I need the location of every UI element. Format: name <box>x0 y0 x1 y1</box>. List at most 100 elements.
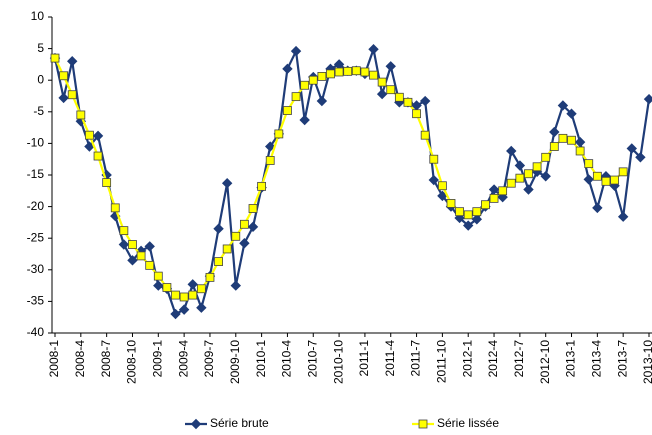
marker <box>420 130 430 140</box>
marker <box>524 169 533 179</box>
y-tick-label: 10 <box>31 9 45 23</box>
marker <box>231 231 241 241</box>
marker <box>515 173 525 183</box>
legend-label: Série brute <box>210 416 269 430</box>
marker <box>205 272 215 282</box>
x-tick-label: 2008-7 <box>99 340 113 378</box>
legend-label: Série lissée <box>437 416 499 430</box>
x-tick-label: 2008-1 <box>47 340 61 378</box>
marker <box>316 95 328 107</box>
x-tick-label: 2009-1 <box>150 340 164 378</box>
marker <box>429 154 439 164</box>
marker <box>514 160 526 171</box>
marker <box>592 171 602 181</box>
marker <box>601 176 611 186</box>
legend-item: Série lissée <box>412 416 499 430</box>
marker <box>377 77 387 87</box>
marker <box>214 257 223 266</box>
y-tick-label: -10 <box>27 136 45 150</box>
x-tick-label: 2012-1 <box>460 340 474 378</box>
y-tick-label: -5 <box>33 104 44 118</box>
marker <box>557 100 569 111</box>
marker <box>190 418 202 430</box>
series-line <box>53 45 651 316</box>
marker <box>376 88 388 100</box>
marker <box>343 66 353 76</box>
marker <box>291 92 301 102</box>
x-tick-label: 2008-4 <box>73 340 87 378</box>
marker <box>50 53 60 63</box>
marker <box>188 290 198 300</box>
marker <box>394 92 404 102</box>
x-tick-label: 2009-10 <box>228 340 242 384</box>
marker <box>446 199 456 208</box>
marker <box>230 280 241 291</box>
series <box>49 44 652 320</box>
marker <box>351 66 361 76</box>
marker <box>213 223 224 234</box>
marker <box>385 61 396 72</box>
marker <box>118 239 130 250</box>
x-tick-label: 2011-7 <box>409 340 423 377</box>
marker <box>386 85 396 95</box>
x-tick-label: 2010-10 <box>331 340 345 384</box>
marker <box>59 71 69 81</box>
marker <box>308 75 318 85</box>
marker <box>265 156 275 165</box>
marker <box>282 63 293 75</box>
marker <box>583 174 594 185</box>
x-tick-label: 2010-7 <box>305 340 319 378</box>
marker <box>145 260 155 270</box>
marker <box>610 175 619 185</box>
x-tick-label: 2013-10 <box>641 340 652 384</box>
marker <box>463 220 474 231</box>
marker <box>549 142 559 151</box>
marker <box>67 90 77 100</box>
marker <box>317 72 327 81</box>
marker <box>162 283 172 292</box>
marker <box>92 130 104 142</box>
marker <box>299 114 310 126</box>
marker <box>67 56 78 67</box>
x-tick-label: 2013-1 <box>564 340 578 378</box>
x-tick-label: 2008-10 <box>125 340 139 384</box>
marker <box>643 93 652 105</box>
y-tick-label: -40 <box>27 325 45 339</box>
marker <box>360 67 370 77</box>
marker <box>144 241 155 252</box>
marker <box>403 97 413 107</box>
marker <box>274 129 284 139</box>
marker <box>584 159 594 169</box>
x-tick-label: 2009-4 <box>176 340 190 378</box>
marker <box>239 219 249 229</box>
marker <box>110 203 120 213</box>
marker <box>567 135 576 145</box>
marker <box>566 108 577 119</box>
marker <box>574 136 586 148</box>
marker <box>128 240 137 249</box>
marker <box>221 178 233 189</box>
marker <box>523 184 534 195</box>
x-tick-label: 2010-4 <box>280 340 294 378</box>
marker <box>369 70 378 80</box>
x-tick-label: 2009-7 <box>202 340 216 378</box>
x-tick-label: 2011-1 <box>357 340 371 377</box>
marker <box>248 204 258 213</box>
marker <box>575 146 585 156</box>
marker <box>119 226 129 236</box>
marker <box>498 186 508 196</box>
marker <box>472 207 482 217</box>
marker <box>506 145 517 157</box>
marker <box>222 244 232 254</box>
marker <box>283 106 292 115</box>
marker <box>58 92 69 104</box>
marker <box>170 308 181 320</box>
marker <box>532 162 542 172</box>
marker <box>187 279 198 290</box>
x-tick-label: 2013-4 <box>590 340 604 378</box>
series <box>50 53 628 302</box>
y-tick-label: -25 <box>27 230 45 244</box>
series-line <box>54 57 624 299</box>
marker <box>481 200 490 210</box>
